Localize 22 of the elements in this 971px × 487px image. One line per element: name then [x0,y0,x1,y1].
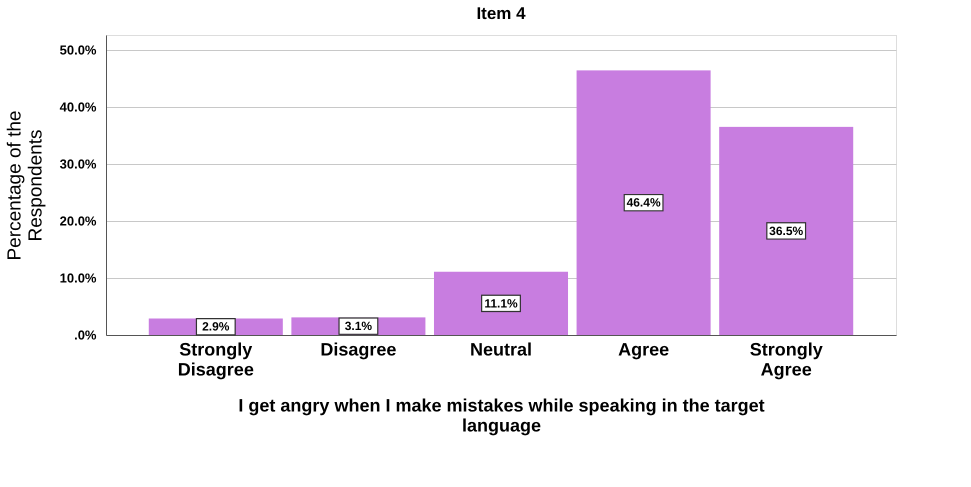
y-tick-label: 30.0% [60,156,97,172]
y-tick-label: 50.0% [60,42,97,58]
data-label: 2.9% [202,320,230,334]
data-label: 3.1% [344,319,372,334]
bar [719,126,854,335]
x-tick-label: Neutral [470,340,532,360]
bar [434,272,568,335]
x-tick-label: Agree [618,340,670,360]
y-axis-title: Percentage of the Respondents [4,110,47,260]
bar [576,70,711,335]
y-tick-label: 40.0% [60,99,97,114]
x-tick-label: Strongly Disagree [178,340,254,380]
data-label: 36.5% [769,224,804,238]
y-tick-label: .0% [74,328,97,342]
y-tick-label: 10.0% [60,270,97,286]
x-axis-title: I get angry when I make mistakes while speaking in the target language [238,396,765,436]
data-label: 11.1% [484,296,518,310]
chart-title: Item 4 [476,4,526,23]
x-tick-label: Strongly Agree [750,340,823,380]
data-label: 46.4% [626,196,661,210]
y-tick-label: 20.0% [60,213,97,228]
x-tick-label: Disagree [320,340,396,360]
